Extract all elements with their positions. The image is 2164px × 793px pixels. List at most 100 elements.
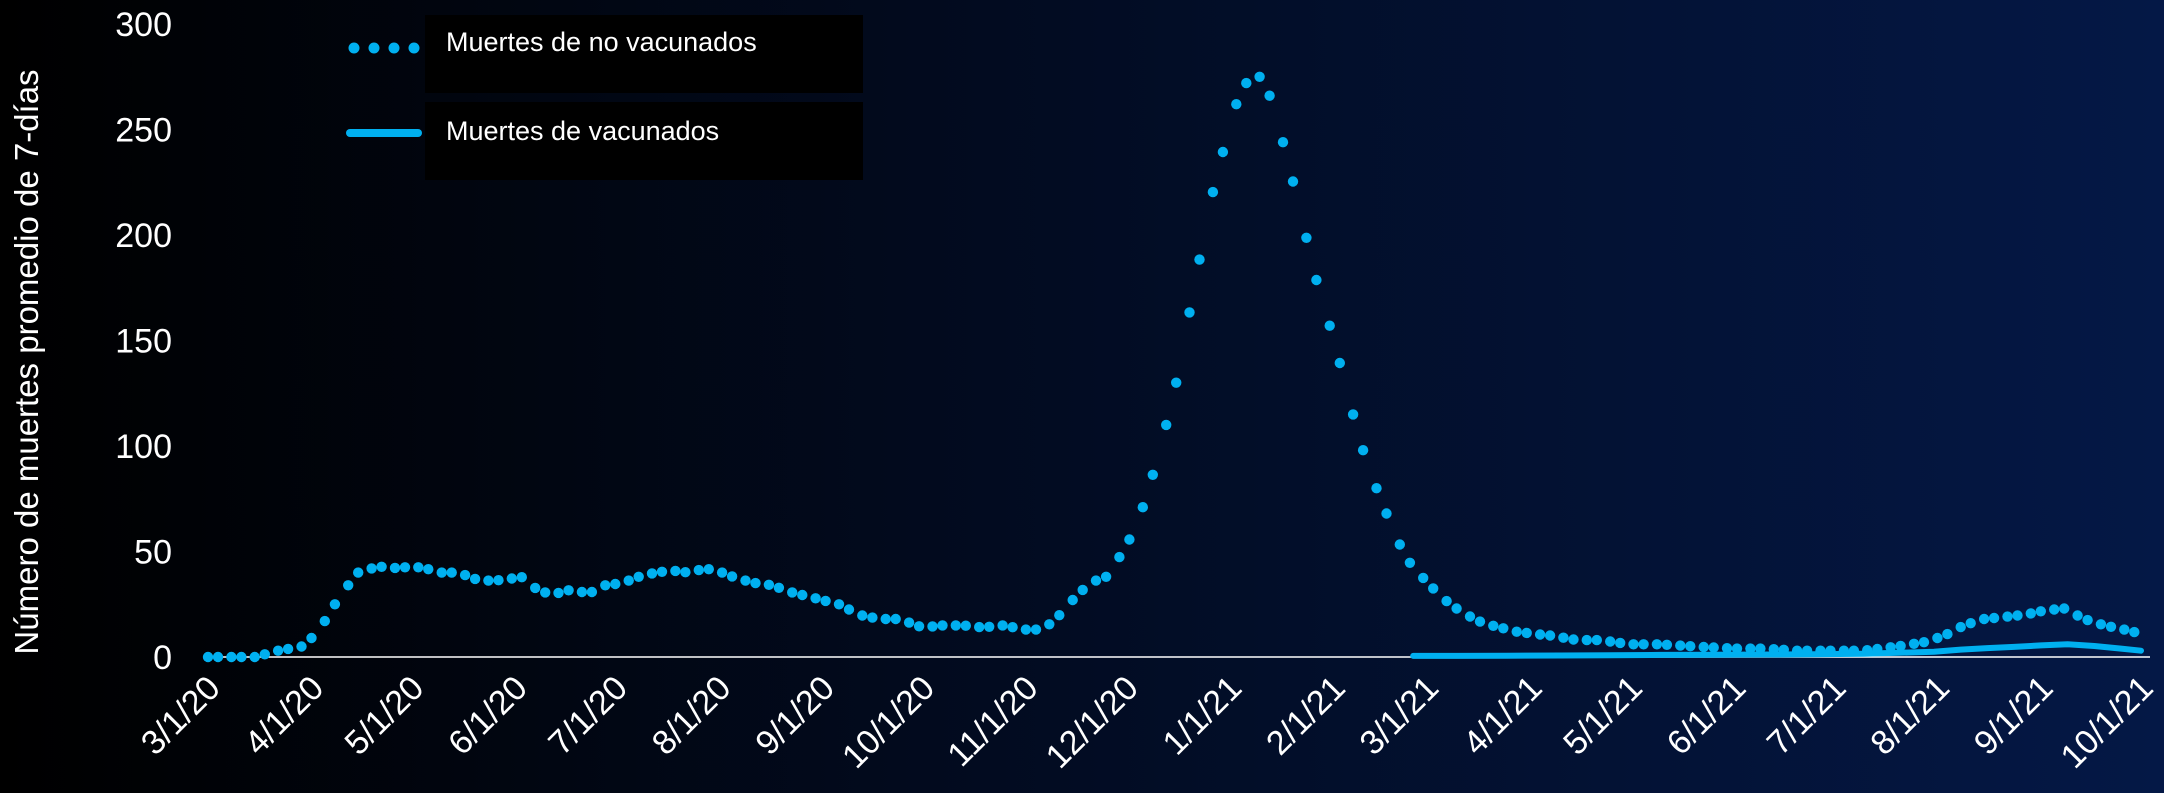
data-point xyxy=(1638,639,1649,650)
data-point xyxy=(1207,186,1219,198)
data-point xyxy=(2059,603,2070,614)
y-tick-label: 300 xyxy=(115,6,172,44)
data-point xyxy=(2025,608,2037,619)
data-point xyxy=(423,564,434,575)
data-point xyxy=(680,567,691,578)
data-point xyxy=(1978,613,1990,625)
data-point xyxy=(1628,639,1639,650)
data-point xyxy=(459,569,471,581)
data-point xyxy=(272,645,284,656)
data-point xyxy=(212,651,224,663)
data-point xyxy=(2129,626,2140,638)
y-tick-label: 50 xyxy=(134,534,172,572)
data-point xyxy=(1544,630,1556,641)
data-point xyxy=(1044,619,1055,630)
data-point xyxy=(997,620,1008,631)
data-point xyxy=(716,567,728,578)
data-point xyxy=(1137,502,1149,513)
data-point xyxy=(937,620,948,631)
data-point xyxy=(1661,639,1673,650)
data-point xyxy=(726,571,738,582)
y-axis-title: Número de muertes promedio de 7-días xyxy=(8,69,45,654)
legend-dot xyxy=(388,42,400,54)
data-point xyxy=(483,575,494,586)
data-point xyxy=(1464,611,1476,622)
data-point xyxy=(1357,445,1369,456)
data-point xyxy=(2002,611,2013,622)
y-axis-title-group: Número de muertes promedio de 7-días xyxy=(8,69,45,654)
data-point xyxy=(1381,508,1392,519)
data-point xyxy=(1030,624,1042,635)
data-point xyxy=(1217,146,1229,158)
data-point xyxy=(1020,624,1032,635)
data-point xyxy=(553,587,564,599)
data-point xyxy=(1241,77,1252,89)
data-point xyxy=(1067,594,1078,606)
data-point xyxy=(282,643,294,655)
data-point xyxy=(506,573,517,584)
data-point xyxy=(389,562,401,574)
series-layer xyxy=(202,71,2144,663)
data-point xyxy=(693,564,704,576)
data-point xyxy=(1591,634,1603,646)
data-point xyxy=(2095,619,2107,630)
data-point xyxy=(469,573,481,585)
data-point xyxy=(436,567,447,578)
data-point xyxy=(446,567,457,578)
legend-label-vaccinated: Muertes de vacunados xyxy=(446,116,719,146)
data-point xyxy=(1418,572,1429,584)
data-point xyxy=(913,621,925,632)
data-point xyxy=(1184,307,1195,318)
data-point xyxy=(1264,90,1275,101)
data-point xyxy=(1007,622,1018,633)
data-point xyxy=(1918,637,1930,648)
data-point xyxy=(226,651,237,663)
data-point xyxy=(1277,137,1289,148)
data-point xyxy=(376,561,387,572)
data-point xyxy=(1100,571,1112,582)
data-point xyxy=(493,575,504,586)
data-point xyxy=(1451,603,1462,614)
legend-dot xyxy=(408,42,420,54)
data-point xyxy=(1334,357,1346,369)
data-point xyxy=(610,578,621,590)
data-point xyxy=(750,577,761,589)
data-point xyxy=(1254,71,1265,83)
data-point xyxy=(927,621,938,632)
data-point xyxy=(366,563,377,574)
data-point xyxy=(820,595,831,607)
data-point xyxy=(960,620,971,631)
data-point xyxy=(1324,320,1335,331)
data-point xyxy=(296,641,307,652)
data-point xyxy=(1441,595,1452,607)
data-point xyxy=(413,562,424,573)
series-line xyxy=(1410,641,2144,659)
data-point xyxy=(1755,643,1766,654)
data-point xyxy=(329,599,341,610)
series-1 xyxy=(1410,641,2144,659)
data-point xyxy=(1124,534,1135,545)
data-point xyxy=(576,586,588,598)
data-point xyxy=(353,567,364,578)
data-point xyxy=(1745,643,1756,654)
data-point xyxy=(1932,632,1943,644)
data-point xyxy=(1428,583,1439,594)
data-point xyxy=(810,593,821,604)
y-tick-label: 0 xyxy=(153,639,172,677)
data-point xyxy=(1077,584,1088,596)
legend-dot xyxy=(348,42,360,54)
data-point xyxy=(1895,640,1906,652)
data-point xyxy=(2105,621,2117,632)
data-point xyxy=(1521,627,1532,639)
data-point xyxy=(1942,628,1953,640)
data-point xyxy=(1147,469,1159,480)
data-point xyxy=(202,651,214,663)
data-point xyxy=(516,572,527,583)
data-point xyxy=(857,610,868,621)
data-point xyxy=(1708,642,1719,653)
data-point xyxy=(843,604,855,615)
data-point xyxy=(1114,551,1125,563)
y-tick-label: 100 xyxy=(115,428,172,466)
data-point xyxy=(1311,274,1322,286)
